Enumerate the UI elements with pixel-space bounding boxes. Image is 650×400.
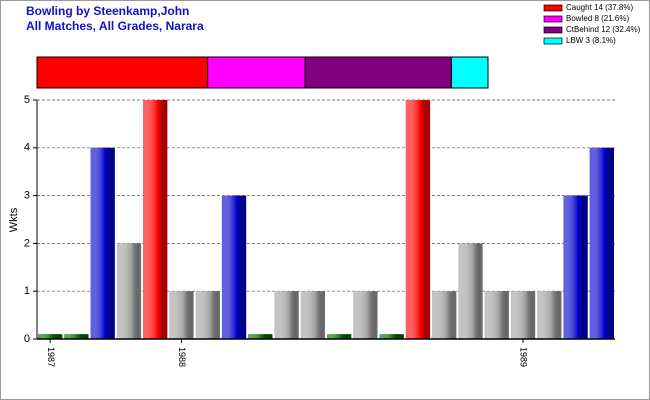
bar-shade bbox=[563, 195, 588, 339]
legend-swatch bbox=[543, 4, 563, 12]
bar-shade bbox=[248, 334, 273, 339]
chart-title: Bowling by Steenkamp,John bbox=[26, 4, 189, 18]
bar-shade bbox=[300, 291, 325, 339]
bar-shade bbox=[432, 291, 457, 339]
y-tick-label: 0 bbox=[24, 333, 30, 345]
bar-shade bbox=[38, 334, 63, 339]
y-tick-label: 1 bbox=[24, 285, 30, 297]
legend-label: LBW 3 (8.1%) bbox=[566, 36, 616, 45]
x-tick-label: 1989 bbox=[519, 347, 529, 367]
bar-shade bbox=[353, 291, 378, 339]
bar-shade bbox=[405, 100, 431, 339]
bar-shade bbox=[589, 147, 614, 339]
y-axis-label: Wkts bbox=[8, 207, 20, 232]
legend-label: Caught 14 (37.8%) bbox=[566, 3, 633, 12]
breakdown-segment bbox=[36, 56, 209, 89]
bar-shade bbox=[64, 334, 89, 339]
legend-swatch bbox=[543, 26, 563, 34]
bar-shade bbox=[537, 291, 562, 339]
bar-shade bbox=[379, 334, 404, 339]
legend-swatch bbox=[543, 15, 563, 23]
bar-shade bbox=[143, 100, 168, 339]
y-tick-label: 5 bbox=[24, 94, 30, 106]
legend-swatch bbox=[543, 37, 563, 45]
x-tick-label: 1988 bbox=[177, 347, 187, 367]
bar-shade bbox=[169, 291, 194, 339]
bar-shade bbox=[116, 243, 142, 339]
legend-label: CtBehind 12 (32.4%) bbox=[566, 25, 641, 34]
bar-shade bbox=[90, 147, 115, 339]
y-tick-label: 4 bbox=[24, 142, 30, 154]
bar-shade bbox=[458, 243, 483, 339]
bar-shade bbox=[327, 334, 352, 339]
chart-subtitle: All Matches, All Grades, Narara bbox=[26, 19, 204, 33]
breakdown-segment bbox=[450, 56, 489, 89]
bar-shade bbox=[221, 195, 247, 339]
y-tick-label: 3 bbox=[24, 190, 30, 202]
breakdown-segment bbox=[304, 56, 452, 89]
bar-shade bbox=[484, 291, 509, 339]
breakdown-segment bbox=[207, 56, 306, 89]
bar-shade bbox=[274, 291, 299, 339]
x-tick-label: 1987 bbox=[46, 347, 56, 367]
bar-shade bbox=[195, 291, 220, 339]
legend-label: Bowled 8 (21.6%) bbox=[566, 14, 629, 23]
bar-shade bbox=[510, 291, 536, 339]
y-tick-label: 2 bbox=[24, 237, 30, 249]
